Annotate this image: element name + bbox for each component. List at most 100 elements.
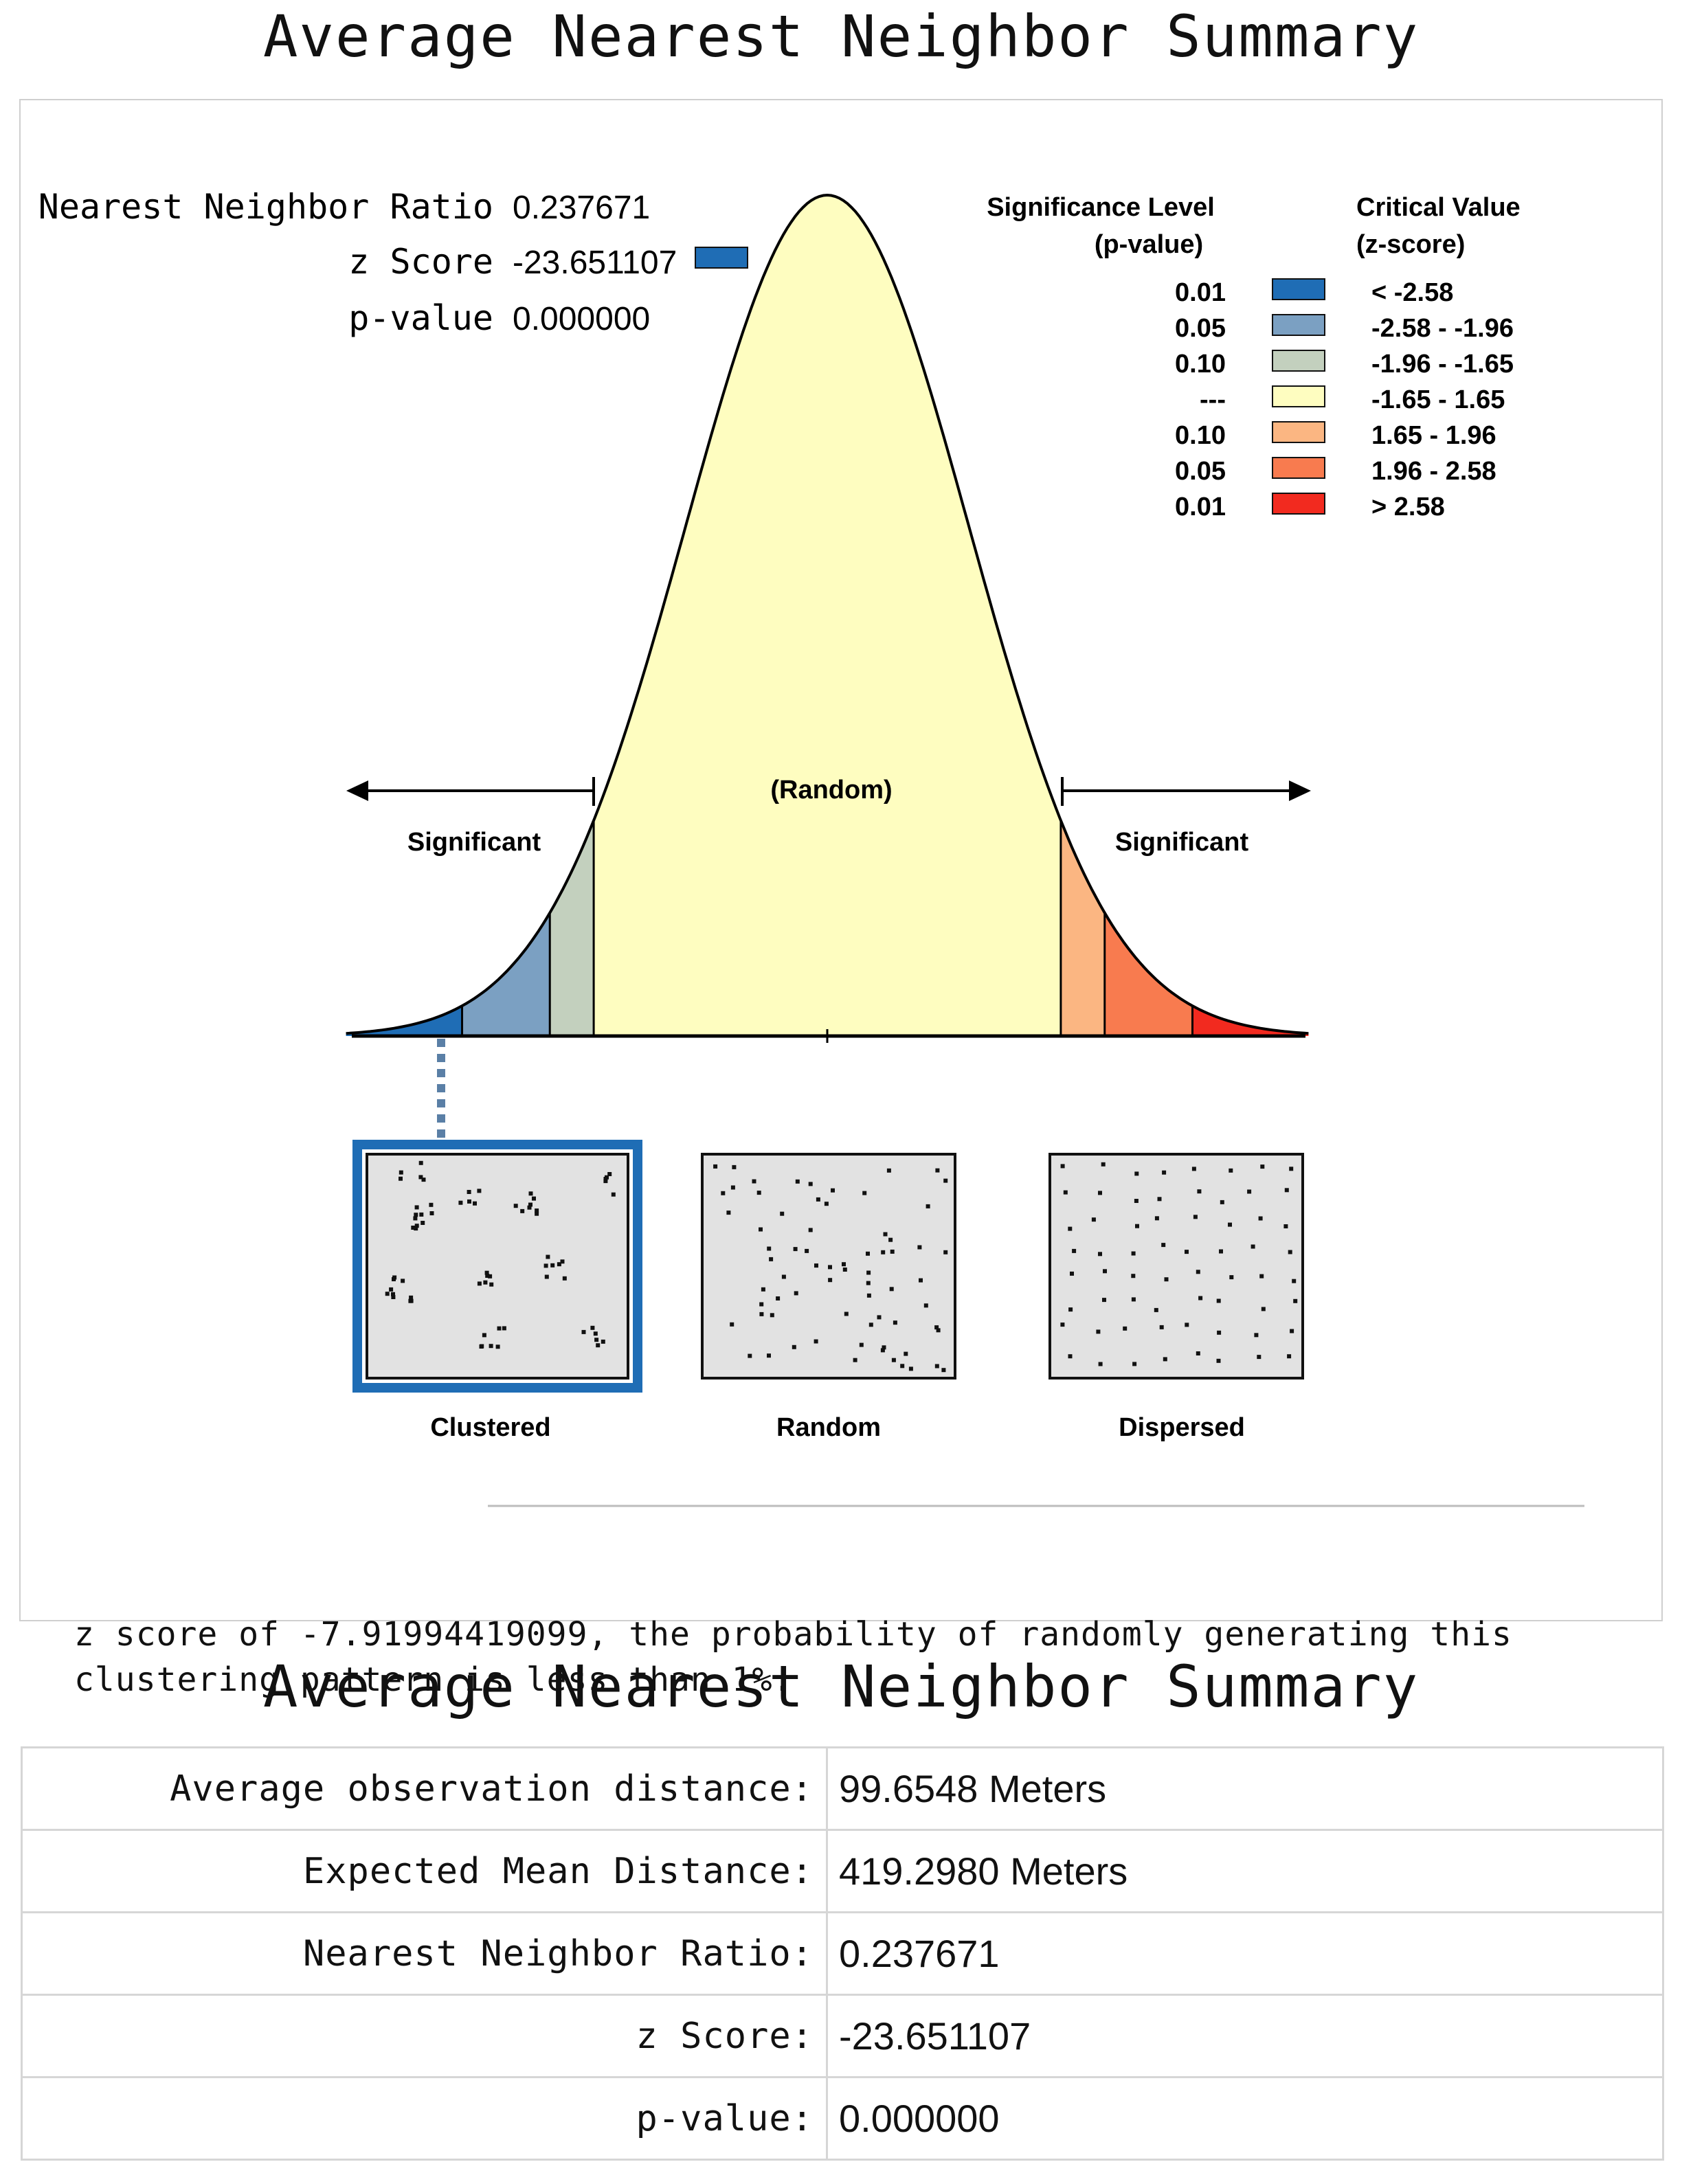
pattern-point xyxy=(389,1287,394,1292)
pattern-point xyxy=(399,1176,403,1181)
table-row-label: Expected Mean Distance: xyxy=(21,1829,828,1913)
pattern-point xyxy=(1196,1351,1200,1355)
table-row-label: Average observation distance: xyxy=(21,1746,828,1831)
chart-panel: Nearest Neighbor Ratio 0.237671 z Score … xyxy=(19,99,1663,1699)
pattern-point xyxy=(726,1211,731,1215)
legend-z-range: -2.58 - -1.96 xyxy=(1371,314,1514,343)
legend-p-value: 0.05 xyxy=(1175,314,1226,343)
pattern-point xyxy=(890,1249,895,1254)
pattern-point xyxy=(418,1175,423,1180)
pattern-point xyxy=(759,1227,763,1232)
table-row-value: 419.2980 Meters xyxy=(826,1829,1664,1913)
normal-distribution-chart: Nearest Neighbor Ratio 0.237671 z Score … xyxy=(38,187,1584,1507)
significance-legend: Significance Level (p-value) Critical Va… xyxy=(987,193,1520,521)
pattern-point xyxy=(495,1344,500,1349)
pattern-point xyxy=(1163,1357,1167,1362)
legend-swatch xyxy=(1272,314,1325,336)
pattern-point xyxy=(420,1221,425,1225)
pattern-point xyxy=(756,1191,761,1195)
pattern-point xyxy=(1157,1197,1162,1202)
pattern-point xyxy=(544,1274,549,1279)
pattern-point xyxy=(792,1344,796,1349)
pattern-point xyxy=(560,1259,565,1264)
pattern-point xyxy=(748,1353,752,1358)
legend-z-range: > 2.58 xyxy=(1371,493,1445,521)
table-row-label: p-value: xyxy=(21,2076,828,2161)
pattern-point xyxy=(535,1208,539,1213)
pattern-point xyxy=(527,1205,532,1210)
legend-swatch xyxy=(1272,457,1325,479)
pattern-point xyxy=(385,1292,390,1296)
pattern-point xyxy=(593,1331,598,1336)
legend-p-value: 0.01 xyxy=(1175,278,1226,307)
pattern-point xyxy=(1193,1215,1198,1219)
pattern-label-dispersed: Dispersed xyxy=(1119,1413,1245,1442)
pattern-point xyxy=(467,1199,471,1204)
pattern-point xyxy=(414,1213,418,1217)
pattern-point xyxy=(1102,1298,1106,1303)
pattern-point xyxy=(477,1281,482,1286)
legend-p-value: 0.05 xyxy=(1175,457,1226,486)
region-random xyxy=(594,195,1061,1036)
pattern-point xyxy=(601,1339,605,1344)
pattern-point xyxy=(941,1368,946,1373)
pattern-point xyxy=(391,1295,396,1299)
pattern-point xyxy=(1098,1362,1103,1366)
pattern-point xyxy=(1063,1190,1068,1195)
table-row-label: Nearest Neighbor Ratio: xyxy=(21,1911,828,1996)
legend-z-range: 1.65 - 1.96 xyxy=(1371,421,1496,450)
pattern-point xyxy=(1260,1164,1265,1169)
pattern-point xyxy=(1259,1274,1264,1279)
pattern-point xyxy=(1217,1330,1222,1335)
pattern-point xyxy=(752,1179,756,1184)
pattern-point xyxy=(1164,1277,1169,1282)
pattern-point xyxy=(489,1282,494,1287)
table-row: z Score: -23.651107 xyxy=(21,1994,1664,2078)
pattern-point xyxy=(1283,1224,1288,1228)
pattern-point xyxy=(543,1263,548,1268)
pattern-point xyxy=(1216,1298,1221,1303)
pattern-point xyxy=(776,1296,781,1301)
bell-curve-outline xyxy=(346,193,1309,1035)
pattern-point xyxy=(477,1189,482,1193)
pattern-point xyxy=(401,1279,405,1283)
pattern-point xyxy=(1091,1217,1096,1222)
pattern-point xyxy=(488,1274,493,1279)
result-description: z score of -7.91994419099, the probabili… xyxy=(74,1615,1512,1699)
pattern-point xyxy=(489,1344,493,1349)
pattern-box-dispersed xyxy=(1049,1153,1304,1380)
pattern-point xyxy=(1131,1297,1136,1302)
pattern-point xyxy=(1132,1362,1137,1366)
pattern-point xyxy=(1293,1298,1298,1303)
pattern-point xyxy=(889,1287,894,1292)
pattern-point xyxy=(1098,1252,1102,1257)
pattern-point xyxy=(520,1208,525,1213)
pattern-point xyxy=(607,1172,612,1176)
pattern-point xyxy=(866,1281,871,1285)
stat-nn-ratio-label: Nearest Neighbor Ratio xyxy=(38,187,493,227)
pattern-point xyxy=(1103,1269,1107,1274)
table-row: Nearest Neighbor Ratio: 0.237671 xyxy=(21,1911,1664,1996)
pattern-point xyxy=(473,1201,477,1206)
pattern-point xyxy=(562,1276,567,1281)
pattern-point xyxy=(730,1185,735,1190)
pattern-point xyxy=(904,1351,908,1356)
pattern-point xyxy=(1229,1168,1233,1173)
pattern-point xyxy=(497,1326,502,1331)
pattern-point xyxy=(866,1251,870,1256)
pattern-point xyxy=(877,1315,882,1320)
pattern-point xyxy=(414,1205,419,1210)
pattern-point xyxy=(888,1237,893,1242)
pattern-point xyxy=(1257,1355,1262,1360)
legend-z-range: 1.96 - 2.58 xyxy=(1371,457,1496,486)
significant-left-label: Significant xyxy=(407,828,541,857)
pattern-point xyxy=(1287,1354,1292,1359)
pattern-point xyxy=(881,1250,886,1254)
pattern-point xyxy=(795,1179,800,1184)
pattern-point xyxy=(1290,1329,1294,1333)
legend-sig-header: Significance Level xyxy=(987,193,1215,222)
pattern-point xyxy=(484,1270,489,1275)
pattern-point xyxy=(1185,1322,1189,1327)
pattern-point xyxy=(781,1274,786,1279)
pattern-point xyxy=(936,1328,941,1333)
